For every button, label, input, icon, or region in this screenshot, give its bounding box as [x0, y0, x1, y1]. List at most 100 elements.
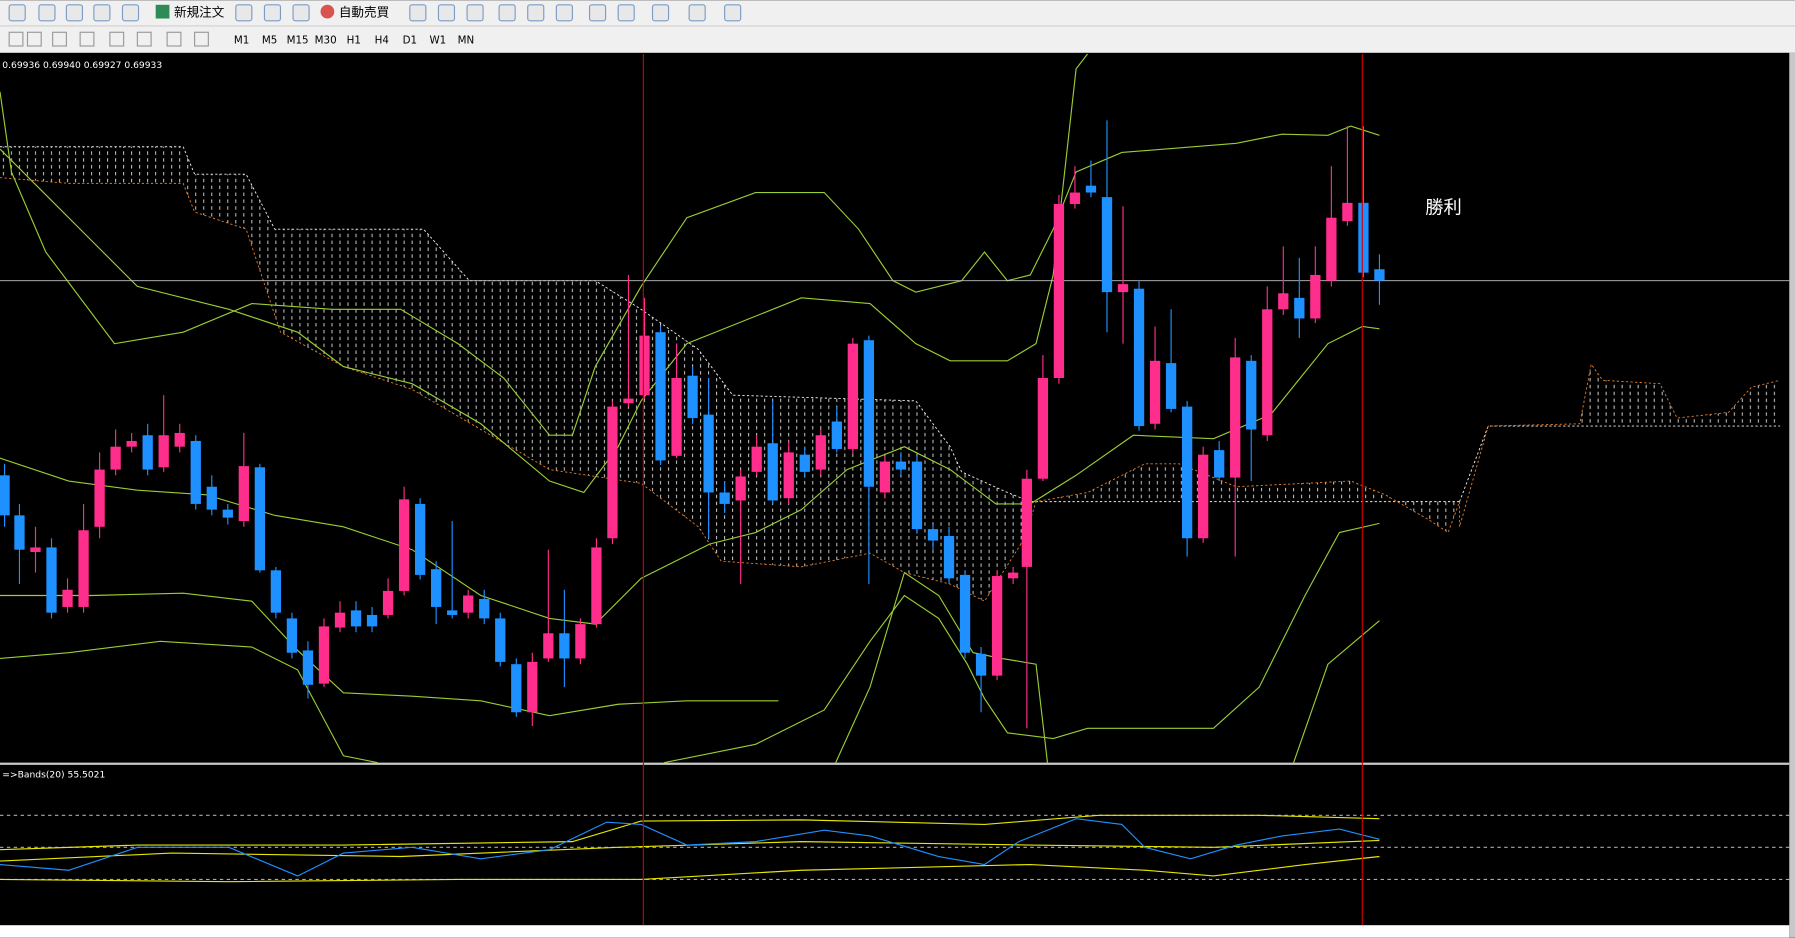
- band-line: [0, 53, 1088, 494]
- toolbar-button[interactable]: [93, 4, 111, 22]
- drawing-tool[interactable]: [8, 31, 24, 47]
- drawing-tool[interactable]: [136, 31, 152, 47]
- candle-body: [206, 486, 217, 510]
- band-line: [0, 325, 1380, 625]
- toolbar-button[interactable]: [617, 4, 635, 22]
- ichimoku-cloud: [0, 146, 1781, 602]
- candle-body: [1278, 293, 1289, 310]
- senkou-b: [0, 177, 1461, 602]
- timeframe-button[interactable]: [341, 29, 367, 49]
- toolbar-button[interactable]: [263, 4, 282, 22]
- auto-trading-label: 自動売買: [339, 4, 389, 19]
- indicator-lines: [0, 814, 1380, 883]
- drawing-tool[interactable]: [166, 31, 182, 47]
- candle-body: [719, 492, 730, 504]
- timeframe-button[interactable]: [453, 29, 479, 49]
- candle-body: [1246, 360, 1257, 430]
- candle-body: [1101, 197, 1113, 293]
- timeframe-label: M30: [315, 34, 337, 46]
- cloud-fill: [0, 146, 1460, 602]
- candle-body: [334, 612, 346, 628]
- band-line: [835, 571, 1049, 763]
- candle-body: [943, 535, 955, 579]
- candle-body: [318, 626, 330, 684]
- candle-body: [1358, 202, 1369, 273]
- candles: [0, 120, 1385, 729]
- candle-body: [1181, 406, 1193, 539]
- candle-body: [991, 576, 1003, 676]
- new-order-button[interactable]: 新規注文: [155, 4, 225, 19]
- toolbar-button[interactable]: [466, 4, 484, 22]
- toolbar-button[interactable]: [688, 4, 706, 22]
- toolbar-button[interactable]: [527, 4, 545, 22]
- toolbar-button[interactable]: [498, 4, 516, 22]
- toolbar-button[interactable]: [724, 4, 742, 22]
- auto-trading-icon: [320, 4, 335, 19]
- candle-body: [126, 440, 137, 447]
- candle-body: [62, 589, 73, 607]
- toolbar-button[interactable]: [555, 4, 573, 22]
- candle-body: [831, 421, 842, 449]
- timeframe-button[interactable]: [285, 29, 311, 49]
- ohlc-readout: 0.69936 0.69940 0.69927 0.69933: [2, 61, 162, 71]
- candle-body: [863, 340, 875, 487]
- timeframe-label: D1: [403, 34, 417, 46]
- candle-body: [1149, 360, 1161, 424]
- timeframe-button[interactable]: [425, 29, 451, 49]
- timeframe-button[interactable]: [228, 29, 255, 49]
- band-line: [663, 522, 1380, 764]
- candle-body: [671, 377, 682, 456]
- candle-body: [1214, 450, 1225, 478]
- timeframe-button[interactable]: [397, 29, 423, 49]
- candle-body: [1133, 288, 1145, 427]
- toolbar-button[interactable]: [588, 4, 607, 22]
- candle-body: [1310, 274, 1321, 319]
- timeframe-button[interactable]: [313, 29, 339, 49]
- toolbar-button[interactable]: [437, 4, 456, 22]
- candle-body: [14, 515, 25, 550]
- candle-body: [1053, 203, 1065, 378]
- toolbar-button[interactable]: [121, 4, 140, 22]
- toolbar-button[interactable]: [8, 4, 26, 22]
- timeframe-label: M1: [234, 34, 249, 46]
- candle-body: [1262, 309, 1273, 436]
- candle-body: [575, 624, 586, 659]
- timeframe-button[interactable]: [369, 29, 395, 49]
- toolbar-button[interactable]: [235, 4, 253, 22]
- candle-body: [1021, 478, 1033, 567]
- candle-body: [527, 661, 538, 713]
- drawing-tool[interactable]: [79, 31, 95, 47]
- toolbar-button[interactable]: [38, 4, 56, 22]
- candle-body: [254, 467, 266, 571]
- drawing-tool[interactable]: [52, 31, 67, 47]
- candle-body: [30, 547, 41, 552]
- candle-body: [975, 653, 987, 676]
- drawing-tool[interactable]: [194, 31, 209, 47]
- candle-body: [767, 443, 778, 501]
- timeframe-button[interactable]: [257, 29, 283, 49]
- candle-body: [350, 610, 362, 627]
- cloud-fill: [1488, 364, 1781, 427]
- drawing-tool[interactable]: [109, 31, 125, 47]
- candle-body: [687, 375, 698, 419]
- indicator-main: [0, 818, 1380, 877]
- drawing-tool[interactable]: [26, 31, 42, 47]
- candle-body: [591, 547, 602, 625]
- toolbar-button[interactable]: [409, 4, 427, 22]
- candle-body: [158, 435, 169, 468]
- auto-trading-button[interactable]: 自動売買: [320, 4, 390, 19]
- candle-body: [543, 633, 554, 659]
- toolbar-button[interactable]: [651, 4, 670, 22]
- candle-body: [1342, 202, 1353, 222]
- candle-body: [414, 503, 426, 575]
- candle-body: [1085, 185, 1097, 193]
- toolbar-button[interactable]: [292, 4, 310, 22]
- new-order-label: 新規注文: [174, 4, 225, 19]
- new-order-icon: [155, 4, 170, 19]
- candle-body: [1326, 217, 1337, 281]
- candle-body: [190, 440, 201, 504]
- indicator-band: [0, 855, 1380, 883]
- toolbar-button[interactable]: [65, 4, 83, 22]
- timeframe-bar: M1 M5 M15 M30 H1 H4 D1 W1 MN: [228, 29, 479, 49]
